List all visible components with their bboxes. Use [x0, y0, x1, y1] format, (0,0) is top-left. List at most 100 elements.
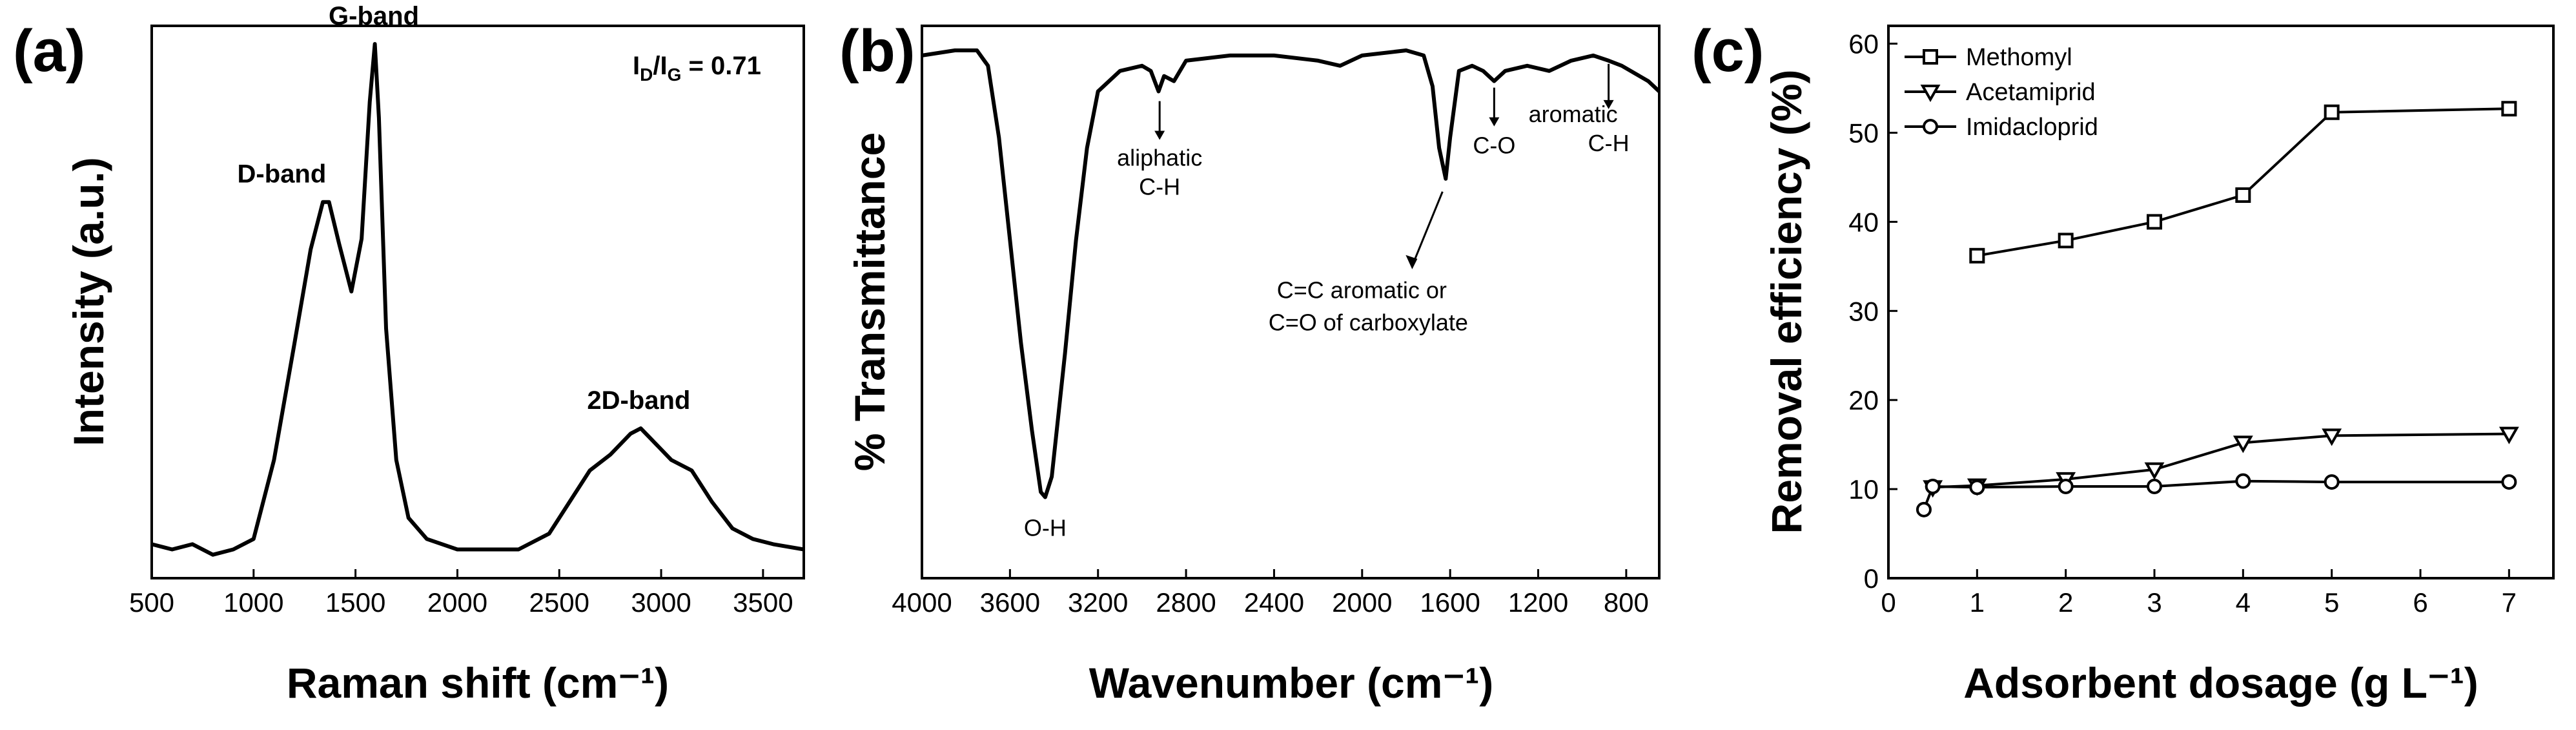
panel-b-x-tick-label: 2800 — [1156, 587, 1216, 618]
panel-b-x-axis-title: Wavenumber (cm⁻¹) — [1089, 659, 1493, 707]
data-point-methomyl — [2501, 101, 2517, 117]
panel-c-x-tick-label: 6 — [2413, 587, 2428, 618]
data-point-imidacloprid — [2324, 474, 2340, 490]
panel-c-x-axis-title: Adsorbent dosage (g L⁻¹) — [1963, 659, 2478, 707]
panel-c-legend: Methomyl Acetamiprid Imidacloprid — [1905, 44, 2098, 141]
legend-label: Imidacloprid — [1966, 114, 2098, 141]
data-point-imidacloprid — [2058, 478, 2074, 494]
legend-label: Methomyl — [1966, 44, 2072, 71]
panel-b-annotations: O-H aliphatic C-H C=C aromatic or C=O of car… — [1024, 63, 1630, 541]
raman-spectrum-line — [151, 42, 804, 557]
panel-a-y-axis-title: Intensity (a.u.) — [65, 157, 112, 446]
panel-b-frame — [921, 25, 1661, 579]
panel-a-x-ticks: 500 1000 1500 2000 2500 3000 3500 — [129, 569, 793, 618]
data-point-methomyl — [2235, 187, 2251, 203]
panel-b-x-tick-label: 1600 — [1420, 587, 1480, 618]
legend-marker — [1920, 85, 1941, 103]
panel-c-y-tick-label: 50 — [1848, 118, 1879, 148]
panel-b-ftir: (b) 4000 3600 3200 2800 2400 2000 1600 1200 800 … — [839, 18, 1661, 707]
panel-a-x-tick-label: 500 — [129, 587, 174, 618]
ratio-label: ID/IG = 0.71 — [633, 52, 761, 85]
data-point-acetamiprid — [2144, 462, 2165, 480]
panel-b-x-tick-label: 3600 — [980, 587, 1040, 618]
panel-a-x-axis-title: Raman shift (cm⁻¹) — [287, 659, 669, 707]
panel-a-raman: (a) 500 1000 1500 2000 2500 3000 3500 D-band G-… — [13, 2, 805, 707]
ftir-spectrum-line — [921, 48, 1661, 499]
data-point-acetamiprid — [2322, 428, 2342, 446]
panel-c-y-tick-label: 60 — [1848, 29, 1879, 59]
data-point-methomyl — [1969, 247, 1985, 264]
annotation-oh: O-H — [1024, 515, 1067, 541]
panel-c-x-tick-label: 2 — [2058, 587, 2073, 618]
arrow-cc-head — [1406, 255, 1418, 269]
annotation-aliphatic: aliphatic — [1117, 145, 1202, 171]
panel-c-y-tick-label: 40 — [1848, 207, 1879, 237]
legend-label: Acetamiprid — [1966, 79, 2096, 106]
panel-a-x-tick-label: 2000 — [427, 587, 487, 618]
panel-c-x-tick-label: 3 — [2147, 587, 2162, 618]
legend-marker — [1923, 49, 1938, 65]
data-point-methomyl — [2324, 104, 2340, 120]
panel-b-curve-group — [921, 48, 1661, 499]
series-line-acetamiprid — [1932, 432, 2510, 489]
panel-c-y-tick-label: 10 — [1848, 474, 1879, 505]
panel-a-frame — [150, 25, 805, 579]
arrow-cc-line — [1412, 191, 1444, 264]
panel-a-annotation: D-band — [238, 160, 327, 189]
annotation-aliphatic-ch: C-H — [1139, 174, 1180, 200]
annotation-cc: C=C aromatic or — [1277, 277, 1447, 304]
data-point-imidacloprid — [1969, 479, 1985, 495]
panel-b-x-tick-label: 2000 — [1332, 587, 1392, 618]
arrow-aromatic-head — [1603, 99, 1614, 109]
panel-c-label: (c) — [1692, 18, 1764, 84]
panel-c-y-tick-label: 0 — [1864, 563, 1879, 594]
panel-c-y-axis-title: Removal efficiency (%) — [1763, 70, 1810, 534]
annotation-co-carboxylate: C=O of carboxylate — [1269, 309, 1468, 336]
panel-b-x-tick-label: 2400 — [1244, 587, 1304, 618]
arrow-co-head — [1489, 117, 1500, 127]
panel-c-y-tick-label: 30 — [1848, 296, 1879, 326]
panel-c-frame — [1887, 25, 2555, 579]
data-point-acetamiprid — [2233, 435, 2253, 454]
panel-b-x-tick-label: 4000 — [892, 587, 952, 618]
panel-a-x-tick-label: 3500 — [733, 587, 793, 618]
panel-a-x-tick-label: 1000 — [223, 587, 283, 618]
panel-c-y-tick-label: 20 — [1848, 385, 1879, 415]
annotation-aromatic-ch: C-H — [1588, 130, 1630, 156]
legend-marker — [1923, 119, 1938, 134]
panel-b-label: (b) — [839, 18, 915, 84]
panel-b-x-tick-label: 1200 — [1508, 587, 1568, 618]
data-point-methomyl — [2058, 233, 2074, 249]
annotation-c-o: C-O — [1473, 132, 1515, 159]
series-line-imidacloprid — [1923, 479, 2510, 510]
panel-b-x-tick-label: 3200 — [1068, 587, 1128, 618]
data-point-imidacloprid — [1916, 501, 1932, 517]
series-line-methomyl — [1976, 107, 2510, 257]
panel-c-x-tick-label: 4 — [2236, 587, 2251, 618]
panel-c-removal: (c) 0 1 2 3 4 5 6 7 0 10 20 30 40 50 60 Methomyl Acetam… — [1692, 18, 2555, 707]
panel-a-x-tick-label: 3000 — [631, 587, 691, 618]
panel-a-curve-group — [151, 42, 804, 557]
panel-c-series-group — [1916, 101, 2519, 517]
panel-b-x-tick-label: 800 — [1604, 587, 1649, 618]
panel-a-annotations: D-band G-band 2D-band — [238, 2, 691, 415]
panel-c-x-tick-label: 1 — [1970, 587, 1985, 618]
data-point-acetamiprid — [2499, 426, 2519, 444]
panel-a-x-tick-label: 1500 — [325, 587, 385, 618]
panel-a-x-tick-label: 2500 — [529, 587, 589, 618]
panel-a-annotation: G-band — [329, 2, 419, 30]
panel-b-y-axis-title: % Transmittance — [846, 132, 894, 472]
panel-a-annotation: 2D-band — [587, 386, 690, 415]
data-point-imidacloprid — [2501, 474, 2517, 490]
arrow-aliphatic-head — [1154, 130, 1165, 140]
data-point-methomyl — [2147, 214, 2162, 230]
data-point-imidacloprid — [1925, 478, 1941, 494]
panel-c-x-tick-label: 5 — [2324, 587, 2339, 618]
panel-c-ticks: 0 1 2 3 4 5 6 7 0 10 20 30 40 50 60 — [1848, 29, 2517, 618]
panel-a-label: (a) — [13, 18, 85, 84]
data-point-imidacloprid — [2147, 478, 2162, 494]
annotation-aromatic: aromatic — [1529, 101, 1618, 127]
panel-c-x-tick-label: 0 — [1881, 587, 1896, 618]
panel-b-x-ticks: 4000 3600 3200 2800 2400 2000 1600 1200 800 — [892, 569, 1649, 618]
